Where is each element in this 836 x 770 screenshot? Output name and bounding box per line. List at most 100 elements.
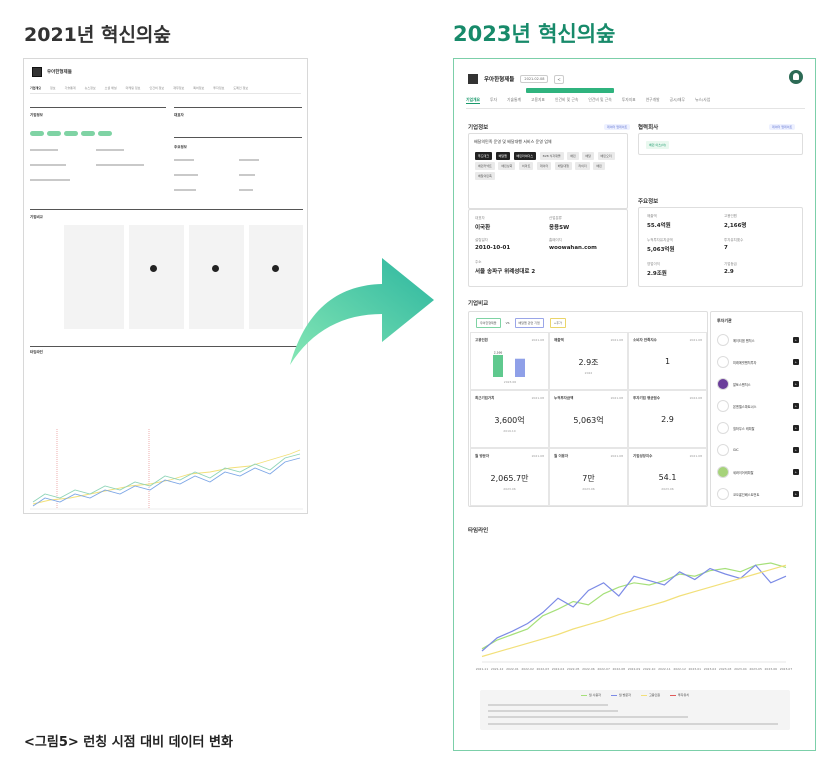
employee-bar-chart: 2,166 2023.06 bbox=[493, 351, 525, 384]
investor-follow-button[interactable]: + bbox=[792, 381, 799, 387]
employee-bar-period: 2023.06 bbox=[504, 380, 516, 384]
old-tab[interactable]: 소셜 채널 bbox=[104, 86, 117, 90]
keyword-chip[interactable]: 배달대행 bbox=[554, 162, 572, 170]
add-company-icon[interactable] bbox=[212, 265, 219, 272]
old-tab[interactable]: 투자정보 bbox=[213, 86, 225, 90]
old-compare-column bbox=[189, 225, 244, 329]
investor-name: 알토스벤처스 bbox=[733, 382, 751, 387]
add-company-icon[interactable] bbox=[150, 265, 157, 272]
ceo-value: 이국환 bbox=[475, 225, 491, 231]
investor-follow-button[interactable]: + bbox=[792, 337, 799, 343]
x-tick-label: 2022-01 bbox=[506, 667, 519, 671]
investor-follow-button[interactable]: + bbox=[792, 425, 799, 431]
note-line bbox=[488, 704, 608, 706]
new-tab[interactable]: 투자지표 bbox=[621, 97, 636, 102]
x-tick-label: 2022-11 bbox=[658, 667, 671, 671]
old-tab[interactable]: 기업개요 bbox=[30, 86, 42, 90]
old-company-name: 우아한형제들 bbox=[47, 70, 72, 75]
timeline-legend-box: 월 사용자 월 방문자 고용인원 투자유치 bbox=[480, 690, 790, 730]
x-tick-label: 2023-03 bbox=[719, 667, 732, 671]
old-tag bbox=[64, 131, 78, 136]
old-text-line bbox=[96, 149, 124, 151]
old-compare-column bbox=[249, 225, 303, 329]
old-tab[interactable]: 인건비 정보 bbox=[149, 86, 165, 90]
old-tab[interactable]: 뉴스정보 bbox=[84, 86, 96, 90]
partners-badge[interactable]: 데이터 업데이트 bbox=[769, 124, 796, 130]
homepage-link[interactable]: woowahan.com bbox=[549, 245, 597, 251]
keyword-chip[interactable]: 배민 bbox=[593, 162, 605, 170]
screenshot-2023: 우아한형제들 2021.02.08 < 기업개요 투자 기술통계 고용지표 인건… bbox=[453, 58, 816, 751]
share-icon[interactable]: < bbox=[554, 74, 564, 84]
date-chip[interactable]: 2021.02.08 bbox=[520, 75, 549, 83]
key-info-value: 2.9 bbox=[724, 269, 734, 275]
compare-filters: 우아한형제들 VS 배달앱 관련 기업 +추가 bbox=[475, 317, 567, 329]
new-tab[interactable]: 고용지표 bbox=[530, 97, 545, 102]
keyword-chip[interactable]: 배민커넥트 bbox=[475, 162, 495, 170]
note-line bbox=[488, 723, 778, 725]
compare-cell-value: 54.1 bbox=[658, 473, 677, 482]
compare-filter[interactable]: 우아한형제들 bbox=[476, 318, 501, 328]
investor-follow-button[interactable]: + bbox=[792, 447, 799, 453]
keyword-chip[interactable]: 배민 bbox=[567, 152, 579, 160]
legend-item[interactable]: 월 사용자 bbox=[580, 693, 601, 697]
investor-follow-button[interactable]: + bbox=[792, 359, 799, 365]
add-company-icon[interactable] bbox=[272, 265, 279, 272]
legend-item[interactable]: 고용인원 bbox=[640, 693, 660, 697]
keyword-chip[interactable]: 비마트 bbox=[519, 162, 534, 170]
compare-cell-label: 월 방문자 bbox=[475, 454, 490, 458]
partners-card: 배민 이츠(아) bbox=[638, 133, 803, 155]
old-tab[interactable]: 정보 bbox=[50, 86, 56, 90]
keyword-chip[interactable]: 데이터 bbox=[536, 162, 552, 170]
old-tab[interactable]: 재무정보 bbox=[173, 86, 185, 90]
old-tab[interactable]: 도메인 정보 bbox=[233, 86, 249, 90]
investor-follow-button[interactable]: + bbox=[792, 491, 799, 497]
old-text-line bbox=[174, 189, 196, 191]
company-info-badge[interactable]: 데이터 업데이트 bbox=[604, 124, 631, 130]
old-divider bbox=[30, 107, 166, 108]
transition-arrow bbox=[290, 258, 434, 365]
new-tab[interactable]: 뉴스/사업 bbox=[694, 97, 711, 102]
keyword-chip[interactable]: 배민라이더스 bbox=[513, 152, 537, 160]
partner-item[interactable]: 배민 이츠(아) bbox=[646, 141, 670, 149]
new-tab[interactable]: 투자 bbox=[489, 97, 497, 102]
new-tab[interactable]: 연구개발 bbox=[645, 97, 660, 102]
x-tick-label: 2023-06 bbox=[765, 667, 778, 671]
new-tab[interactable]: 인건비 및 근속 bbox=[554, 97, 579, 102]
keyword-chip[interactable]: B2B 식자재몰 bbox=[539, 152, 564, 160]
legend-item[interactable]: 월 방문자 bbox=[610, 693, 631, 697]
compare-cell-unit: 2021.08 bbox=[531, 338, 544, 342]
old-tab[interactable]: 마케팅 정보 bbox=[125, 86, 141, 90]
compare-cell-unit: 2021.08 bbox=[610, 454, 623, 458]
key-info-title: 주요정보 bbox=[638, 199, 659, 205]
old-tab[interactable]: 특허정보 bbox=[193, 86, 205, 90]
compare-cell-label: 기업성장지수 bbox=[633, 454, 653, 458]
compare-add-button[interactable]: +추가 bbox=[549, 318, 566, 328]
keyword-chip[interactable]: 배달의민족 bbox=[475, 172, 495, 180]
new-tab[interactable]: 기업개요 bbox=[466, 97, 480, 104]
keyword-chip[interactable]: 배달 bbox=[582, 152, 594, 160]
keyword-chip[interactable]: 배민상회 bbox=[498, 162, 516, 170]
investor-item: 알토스벤처스 + bbox=[717, 374, 799, 394]
keyword-chip[interactable]: 라이더 bbox=[575, 162, 590, 170]
new-tab[interactable]: 인건비 및 근속 bbox=[588, 97, 612, 102]
compare-title: 기업비교 bbox=[468, 301, 489, 307]
new-tab[interactable]: 기술통계 bbox=[506, 97, 521, 102]
investor-item: 코오롱인베스트먼트 + bbox=[717, 484, 799, 504]
legend-label: 투자유치 bbox=[678, 693, 690, 697]
investor-follow-button[interactable]: + bbox=[792, 469, 799, 475]
legend-item[interactable]: 투자유치 bbox=[670, 693, 689, 697]
investor-follow-button[interactable]: + bbox=[792, 403, 799, 409]
avatar[interactable] bbox=[789, 70, 803, 84]
compare-filter[interactable]: 배달앱 관련 기업 bbox=[514, 318, 544, 328]
keyword-chip[interactable]: 배민오더 bbox=[597, 152, 615, 160]
compare-cell: 최근기업가치 2021.08 3,600억 2019.10 bbox=[470, 390, 549, 448]
old-tab[interactable]: 기술통계 bbox=[64, 86, 76, 90]
new-tab[interactable]: 공시/재무 bbox=[669, 97, 685, 102]
investor-name: 에이티엠 벤처스 bbox=[733, 338, 755, 343]
keyword-chip[interactable]: 배달앱 bbox=[495, 152, 510, 160]
old-text-line bbox=[239, 159, 259, 161]
legend-label: 월 방문자 bbox=[618, 693, 631, 697]
old-compare-column bbox=[129, 225, 184, 329]
legend-swatch bbox=[670, 694, 676, 696]
keyword-chip[interactable]: 푸드테크 bbox=[475, 152, 493, 160]
